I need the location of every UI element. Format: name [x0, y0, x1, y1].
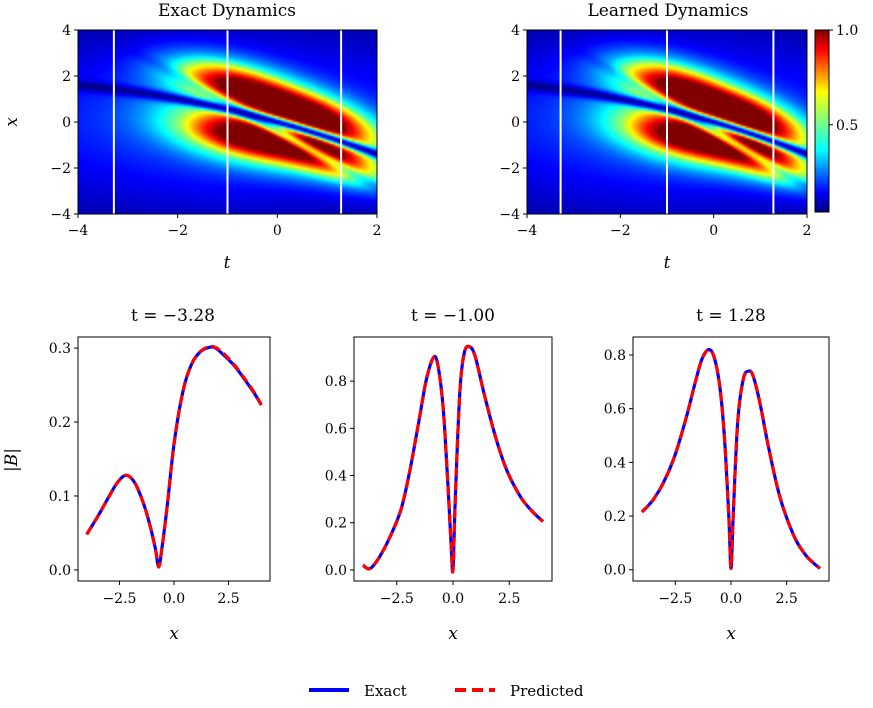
y-tick-label: 0.0 — [49, 563, 71, 579]
x-tick-label: 0.0 — [163, 591, 185, 607]
x-tick-label: −2.5 — [380, 591, 414, 607]
x-tick-label: −4 — [517, 223, 538, 239]
y-tick-label: 2 — [511, 69, 520, 85]
heatmap-exact-title: Exact Dynamics — [158, 1, 296, 21]
y-tick-label: 0 — [62, 115, 71, 131]
colorbar-tick-label: 1.0 — [836, 23, 858, 39]
x-tick-label: 2.5 — [776, 591, 798, 607]
legend-predicted-label: Predicted — [510, 682, 584, 700]
y-tick-label: −2 — [50, 161, 71, 177]
y-tick-label: −4 — [499, 207, 520, 223]
x-tick-label: 2.5 — [217, 591, 239, 607]
y-tick-label: 0.3 — [49, 341, 71, 357]
x-tick-label: 0.0 — [720, 591, 742, 607]
y-tick-label: 4 — [511, 23, 520, 39]
y-tick-label: 0.2 — [49, 415, 71, 431]
series-predicted-line — [640, 348, 822, 570]
line-panel-1-xlabel: x — [169, 624, 179, 644]
y-tick-label: 0 — [511, 115, 520, 131]
heatmap-learned-title: Learned Dynamics — [587, 1, 748, 21]
line-panel-t-1-28: t = 1.28 −2.5 0.0 2.5 0.0 0.2 0.4 0.6 0.8 x — [604, 306, 830, 644]
y-tick-label: 0.8 — [604, 348, 626, 364]
y-tick-label: 0.2 — [604, 509, 626, 525]
y-tick-label: 2 — [62, 69, 71, 85]
legend-exact-label: Exact — [364, 682, 407, 700]
y-tick-label: 0.0 — [604, 563, 626, 579]
line-panel-2-title: t = −1.00 — [411, 306, 495, 326]
y-tick-label: 0.0 — [325, 563, 347, 579]
x-tick-label: 0.0 — [442, 591, 464, 607]
y-tick-label: −4 — [50, 207, 71, 223]
series-predicted-line — [85, 344, 263, 569]
heatmap-learned: Learned Dynamics −4 −2 0 2 −4 −2 0 2 4 t 0.5 1.0 — [499, 1, 858, 273]
y-tick-label: 4 — [62, 23, 71, 39]
x-tick-label: −2.5 — [658, 591, 692, 607]
y-tick-label: 0.4 — [325, 469, 347, 485]
colorbar — [815, 30, 829, 212]
y-tick-label: 0.2 — [325, 516, 347, 532]
x-tick-label: −2.5 — [102, 591, 136, 607]
x-tick-label: −4 — [68, 223, 89, 239]
x-tick-label: 2.5 — [498, 591, 520, 607]
line-panel-1-title: t = −3.28 — [131, 306, 215, 326]
y-tick-label: 0.4 — [604, 455, 626, 471]
y-tick-label: 0.8 — [325, 374, 347, 390]
line-panel-1-ylabel: |B| — [2, 448, 22, 472]
series-predicted-line — [362, 344, 545, 574]
y-tick-label: −2 — [499, 161, 520, 177]
y-tick-label: 0.6 — [604, 402, 626, 418]
colorbar-tick-label: 0.5 — [836, 118, 858, 134]
heatmap-exact: Exact Dynamics −4 −2 0 2 −4 −2 0 2 4 t x — [2, 1, 381, 273]
x-tick-label: 0 — [273, 223, 282, 239]
heatmap-exact-xlabel: t — [224, 253, 231, 273]
legend: Exact Predicted — [309, 682, 584, 700]
y-tick-label: 0.6 — [325, 421, 347, 437]
line-panel-3-title: t = 1.28 — [696, 306, 766, 326]
heatmap-exact-ylabel: x — [2, 117, 22, 127]
line-panel-t-neg-1-00: t = −1.00 −2.5 0.0 2.5 0.0 0.2 0.4 0.6 0.8 x — [325, 306, 553, 644]
x-tick-label: −2 — [610, 223, 631, 239]
y-tick-label: 0.1 — [49, 489, 71, 505]
line-panel-3-xlabel: x — [726, 624, 736, 644]
x-tick-label: 2 — [373, 223, 382, 239]
colorbar-frame — [814, 29, 830, 213]
x-tick-label: 0 — [709, 223, 718, 239]
x-tick-label: −2 — [167, 223, 188, 239]
line-panel-2-xlabel: x — [448, 624, 458, 644]
x-tick-label: 2 — [803, 223, 812, 239]
heatmap-learned-xlabel: t — [664, 253, 671, 273]
line-panel-t-neg-3-28: t = −3.28 −2.5 0.0 2.5 0.0 0.1 0.2 0.3 x |B| — [2, 306, 271, 644]
